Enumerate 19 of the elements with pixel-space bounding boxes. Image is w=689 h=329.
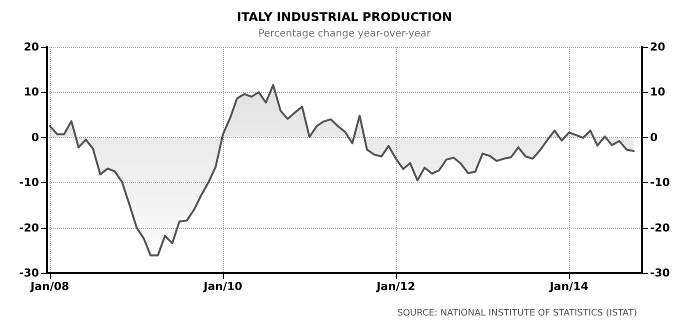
y-tick-label: 20	[24, 40, 40, 54]
y-tick-label: 10	[24, 86, 40, 99]
y2-tick-label: -30	[650, 266, 670, 280]
x-tick-label: Jan/08	[30, 280, 70, 293]
chart-subtitle: Percentage change year-over-year	[258, 28, 432, 40]
chart-title: ITALY INDUSTRIAL PRODUCTION	[236, 10, 452, 24]
y-tick-label: 0	[31, 130, 40, 144]
x-tick-label: Jan/12	[376, 280, 416, 293]
x-tick-label: Jan/10	[202, 280, 243, 293]
y-tick-label: -10	[19, 176, 40, 190]
y2-tick-label: -20	[650, 221, 670, 234]
y2-tick-label: 10	[650, 86, 666, 99]
source-note: SOURCE: NATIONAL INSTITUTE OF STATISTICS (ISTAT)	[397, 308, 638, 318]
y2-tick-label: 20	[650, 40, 666, 54]
y2-tick-label: 0	[650, 130, 658, 144]
y-tick-label: -20	[19, 221, 40, 234]
y2-tick-label: -10	[650, 176, 670, 190]
y-tick-label: -30	[19, 266, 40, 280]
x-tick-label: Jan/14	[548, 280, 589, 293]
